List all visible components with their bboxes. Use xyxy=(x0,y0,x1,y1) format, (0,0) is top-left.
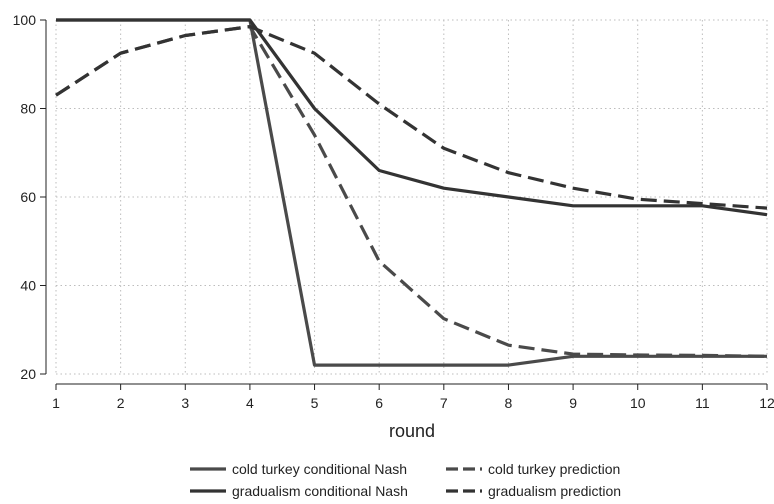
x-tick-label: 9 xyxy=(569,395,577,411)
grid xyxy=(55,19,768,375)
legend: cold turkey conditional Nash gradualism c… xyxy=(190,461,621,499)
legend-label-3: cold turkey prediction xyxy=(488,461,620,477)
legend-label-4: gradualism prediction xyxy=(488,483,621,499)
y-tick-label: 100 xyxy=(13,12,37,28)
y-tick-label: 80 xyxy=(20,101,36,117)
x-tick-label: 8 xyxy=(505,395,513,411)
x-tick-label: 2 xyxy=(117,395,125,411)
x-axis-title: round xyxy=(389,421,435,441)
x-tick-label: 3 xyxy=(181,395,189,411)
y-tick-label: 40 xyxy=(20,278,36,294)
legend-label-2: gradualism conditional Nash xyxy=(232,483,408,499)
series-group xyxy=(55,18,768,367)
x-tick-label: 11 xyxy=(695,395,710,411)
series-line-4 xyxy=(55,25,768,210)
series-line-3 xyxy=(55,25,768,358)
x-tick-label: 7 xyxy=(440,395,448,411)
series-line-1 xyxy=(56,18,767,367)
x-tick-label: 5 xyxy=(311,395,319,411)
series-line-2 xyxy=(56,18,768,217)
y-tick-label: 20 xyxy=(20,366,36,382)
axes xyxy=(45,20,767,385)
y-ticks: 20 40 60 80 100 xyxy=(13,12,46,382)
x-tick-label: 6 xyxy=(375,395,383,411)
legend-label-1: cold turkey conditional Nash xyxy=(232,461,407,477)
y-tick-label: 60 xyxy=(20,189,36,205)
x-tick-label: 1 xyxy=(52,395,60,411)
x-tick-label: 10 xyxy=(630,395,646,411)
x-tick-label: 12 xyxy=(759,395,774,411)
x-ticks: 1 2 3 4 5 6 7 8 9 10 11 12 xyxy=(52,384,774,411)
x-tick-label: 4 xyxy=(246,395,254,411)
